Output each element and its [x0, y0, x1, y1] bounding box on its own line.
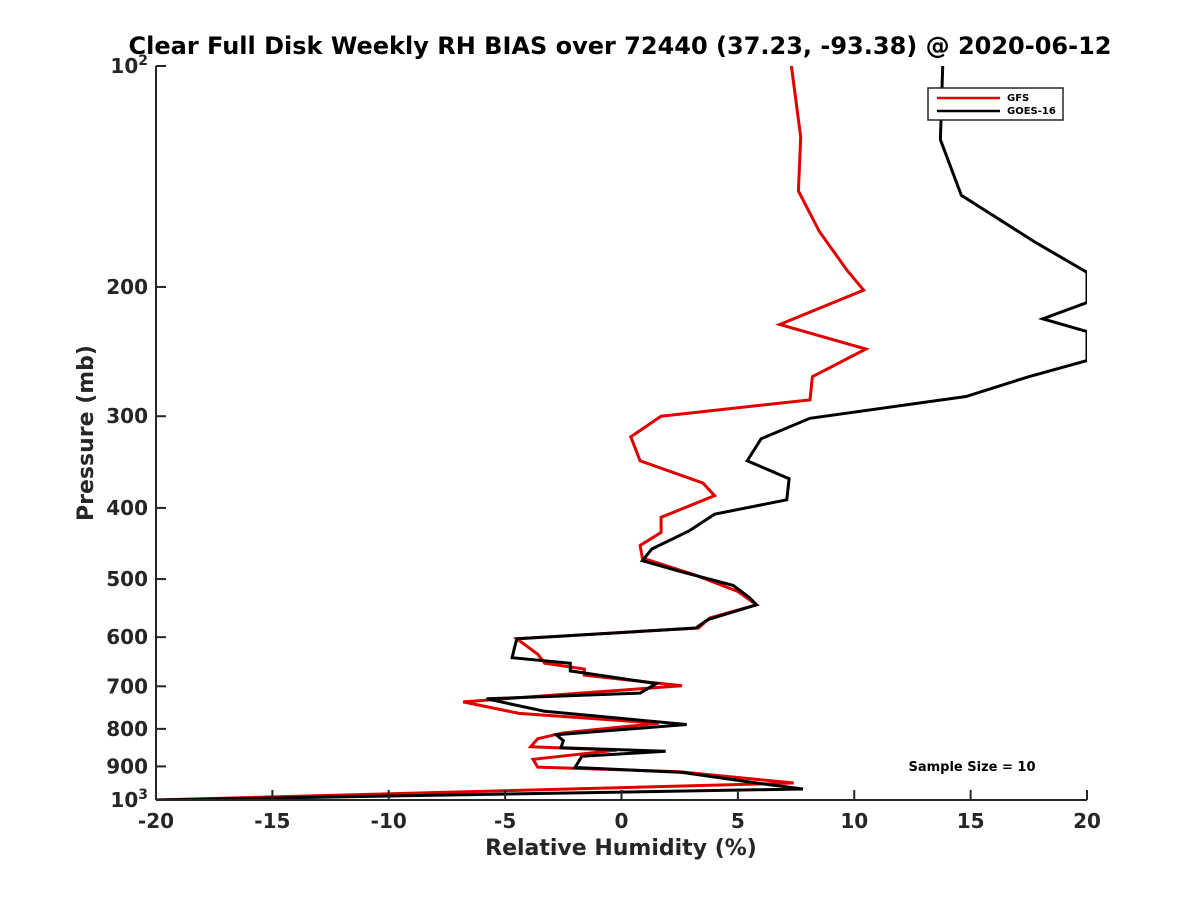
y-tick-label: 500 — [106, 567, 148, 591]
y-axis-label: Pressure (mb) — [74, 345, 99, 521]
x-tick-label: -5 — [494, 809, 516, 833]
x-tick-label: -20 — [138, 809, 174, 833]
series-line-goes16 — [156, 66, 1087, 800]
plot-area: -20 -15 -10 -5 0 5 10 15 20 102 200 300 400 500 600 70… — [106, 53, 1101, 833]
series-line-gfs — [156, 66, 870, 800]
x-tick-label: 0 — [615, 809, 629, 833]
y-tick-label: 800 — [106, 717, 148, 741]
x-tick-label: 20 — [1073, 809, 1101, 833]
x-tick-label: -15 — [254, 809, 290, 833]
y-tick-label: 300 — [106, 404, 148, 428]
x-tick-label: 5 — [731, 809, 745, 833]
y-tick-label: 103 — [110, 787, 148, 812]
x-tick-label: 15 — [957, 809, 985, 833]
y-tick-label: 900 — [106, 754, 148, 778]
y-tick-label: 200 — [106, 275, 148, 299]
y-tick-label: 102 — [110, 53, 148, 78]
y-tick-label: 600 — [106, 625, 148, 649]
sample-size-annotation: Sample Size = 10 — [908, 760, 1035, 775]
x-tick-label: -10 — [371, 809, 407, 833]
legend-label-goes16: GOES-16 — [1007, 106, 1056, 117]
y-tick-label: 400 — [106, 496, 148, 520]
x-ticks: -20 -15 -10 -5 0 5 10 15 20 — [138, 790, 1101, 833]
x-tick-label: 10 — [840, 809, 868, 833]
chart-title: Clear Full Disk Weekly RH BIAS over 7244… — [129, 32, 1112, 60]
x-axis-label: Relative Humidity (%) — [485, 836, 757, 861]
legend-label-gfs: GFS — [1007, 93, 1029, 104]
legend-box — [927, 87, 1064, 121]
legend: GFS GOES-16 — [927, 87, 1064, 121]
series-layer — [156, 66, 1087, 800]
y-tick-label: 700 — [106, 674, 148, 698]
y-ticks: 102 200 300 400 500 600 700 800 900 103 — [106, 53, 166, 812]
